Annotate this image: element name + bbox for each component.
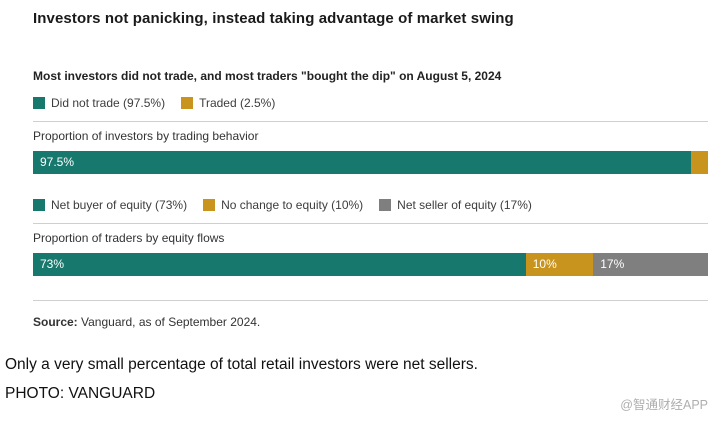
stacked-bar: 97.5% xyxy=(33,151,708,174)
chart-block: Did not trade (97.5%) Traded (2.5%) Propor… xyxy=(33,96,708,174)
legend: Did not trade (97.5%) Traded (2.5%) xyxy=(33,96,708,110)
legend-item: Net seller of equity (17%) xyxy=(379,198,532,212)
bar-segment xyxy=(691,151,708,174)
axis-title: Proportion of traders by equity flows xyxy=(33,223,708,245)
stacked-bar: 73% 10% 17% xyxy=(33,253,708,276)
watermark: @智通财经APP xyxy=(620,397,708,412)
divider xyxy=(33,300,708,301)
legend-label: No change to equity (10%) xyxy=(221,198,364,212)
axis-title: Proportion of investors by trading behav… xyxy=(33,121,708,143)
legend-label: Net seller of equity (17%) xyxy=(397,198,532,212)
legend-label: Traded (2.5%) xyxy=(199,96,276,110)
chart-figure: Investors not panicking, instead taking … xyxy=(33,0,708,339)
legend-swatch-icon xyxy=(203,199,216,211)
source-text: Vanguard, as of September 2024. xyxy=(77,315,261,329)
caption-area: Only a very small percentage of total re… xyxy=(5,355,708,413)
legend-swatch-icon xyxy=(181,97,194,109)
chart-block: Net buyer of equity (73%) No change to eq… xyxy=(33,198,708,276)
source-note: Source: Vanguard, as of September 2024. xyxy=(33,301,708,339)
page: Investors not panicking, instead taking … xyxy=(5,0,708,413)
legend-item: Did not trade (97.5%) xyxy=(33,96,165,110)
legend-swatch-icon xyxy=(33,199,45,211)
legend-item: Traded (2.5%) xyxy=(181,96,275,110)
legend-label: Net buyer of equity (73%) xyxy=(51,198,188,212)
caption-text: Only a very small percentage of total re… xyxy=(5,356,478,373)
figure-subtitle: Most investors did not trade, and most t… xyxy=(33,69,502,83)
charts-container: Did not trade (97.5%) Traded (2.5%) Propor… xyxy=(33,96,708,276)
photo-credit-row: PHOTO: VANGUARD @智通财经APP xyxy=(5,384,708,413)
legend-swatch-icon xyxy=(33,97,45,109)
legend: Net buyer of equity (73%) No change to eq… xyxy=(33,198,708,212)
source-label: Source: xyxy=(33,315,78,329)
legend-label: Did not trade (97.5%) xyxy=(51,96,166,110)
figure-title: Investors not panicking, instead taking … xyxy=(33,10,514,27)
bar-segment: 10% xyxy=(525,253,594,276)
bar-segment: 73% xyxy=(33,253,526,276)
photo-credit: PHOTO: VANGUARD xyxy=(5,384,156,402)
bar-segment: 97.5% xyxy=(33,151,692,174)
legend-item: No change to equity (10%) xyxy=(203,198,363,212)
legend-swatch-icon xyxy=(379,199,392,211)
bar-segment: 17% xyxy=(593,253,708,276)
legend-item: Net buyer of equity (73%) xyxy=(33,198,187,212)
